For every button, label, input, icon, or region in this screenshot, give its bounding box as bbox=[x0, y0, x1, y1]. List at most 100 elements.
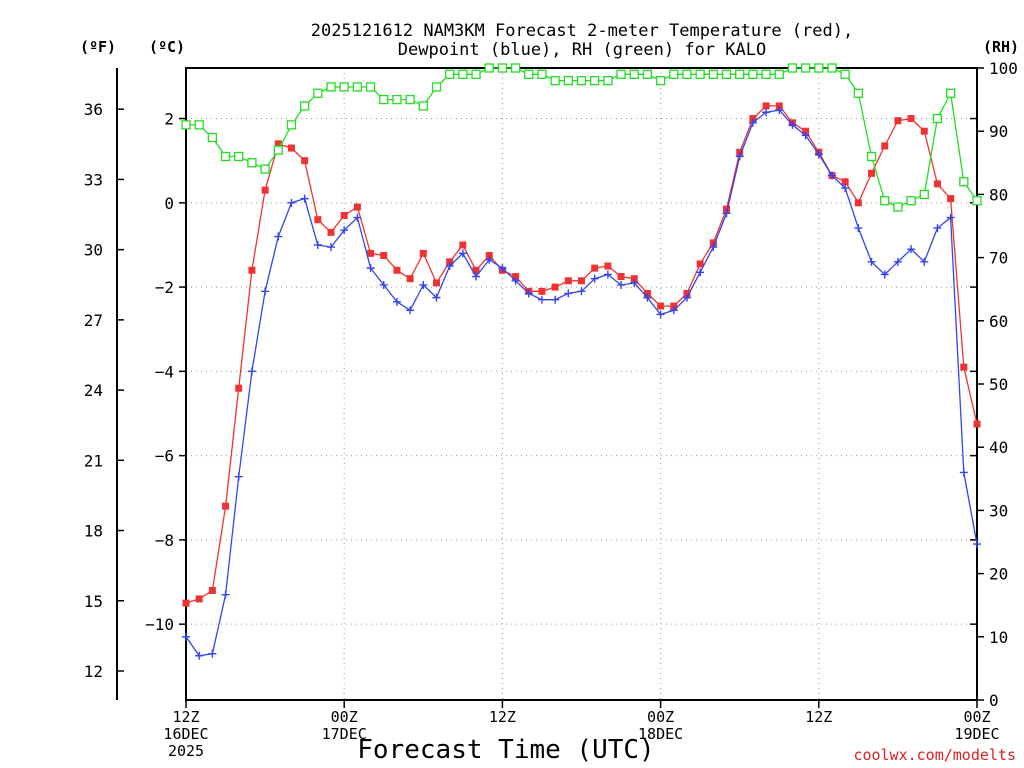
rh-tick-label: 0 bbox=[989, 691, 999, 710]
celsius-tick-label: −6 bbox=[155, 447, 174, 466]
rh-point bbox=[655, 75, 666, 86]
dewpoint-point bbox=[841, 184, 850, 193]
rh-tick-label: 70 bbox=[989, 249, 1008, 268]
axes: 20−2−4−6−8−10363330272421181512100908070… bbox=[84, 59, 1018, 710]
rh-point bbox=[418, 101, 428, 111]
rh-point bbox=[392, 94, 402, 105]
series-rh bbox=[181, 63, 982, 212]
rh-point bbox=[273, 145, 283, 155]
temperature-point bbox=[564, 277, 572, 285]
source-credit: coolwx.com/modelts bbox=[853, 746, 1016, 764]
temperature-point bbox=[432, 279, 440, 287]
dewpoint-point bbox=[458, 249, 467, 258]
dewpoint-point bbox=[814, 150, 823, 159]
dewpoint-point bbox=[445, 262, 454, 271]
temperature-point bbox=[630, 275, 638, 283]
rh-point bbox=[313, 88, 323, 98]
dewpoint-line bbox=[185, 109, 978, 657]
temperature-point bbox=[208, 586, 216, 594]
temperature-point bbox=[287, 144, 295, 152]
rh-point bbox=[695, 69, 705, 79]
temperature-point bbox=[723, 205, 731, 213]
rh-point bbox=[247, 158, 257, 168]
temperature-point bbox=[617, 273, 625, 281]
temperature-point bbox=[947, 195, 955, 203]
x-tick-label: 12Z bbox=[172, 708, 199, 726]
temperature-point bbox=[841, 178, 849, 186]
temperature-point bbox=[340, 211, 348, 219]
dewpoint-point bbox=[300, 194, 309, 203]
temperature-point bbox=[894, 117, 902, 125]
dewpoint-point bbox=[564, 289, 573, 298]
dewpoint-point bbox=[208, 649, 217, 658]
temperature-point bbox=[907, 115, 915, 123]
dewpoint-point bbox=[933, 224, 942, 233]
fahrenheit-tick-label: 21 bbox=[84, 451, 103, 470]
temperature-point bbox=[920, 127, 928, 135]
x-tick-label: 18DEC bbox=[638, 725, 683, 743]
rh-point bbox=[576, 75, 587, 86]
rh-point bbox=[431, 82, 442, 92]
dewpoint-point bbox=[472, 272, 481, 281]
rh-point bbox=[352, 82, 363, 92]
dewpoint-point bbox=[392, 297, 401, 306]
dewpoint-point bbox=[313, 240, 322, 249]
rh-point bbox=[748, 69, 758, 79]
temperature-point bbox=[446, 258, 454, 266]
temperature-point bbox=[881, 142, 889, 150]
x-tick-label: 00Z bbox=[331, 708, 358, 726]
temperature-point bbox=[235, 384, 243, 392]
dewpoint-point bbox=[682, 293, 691, 302]
rh-point bbox=[471, 69, 481, 79]
dewpoint-point bbox=[551, 295, 560, 304]
rh-point bbox=[893, 202, 903, 212]
fahrenheit-tick-label: 24 bbox=[84, 381, 103, 400]
temperature-point bbox=[591, 264, 599, 272]
rh-point bbox=[814, 63, 824, 73]
dewpoint-point bbox=[524, 289, 533, 298]
rh-point bbox=[603, 75, 613, 86]
rh-point bbox=[827, 63, 837, 73]
temperature-point bbox=[670, 302, 678, 310]
chart-title-line-1: 2025121612 NAM3KM Forecast 2-meter Tempe… bbox=[311, 21, 853, 41]
dewpoint-point bbox=[287, 198, 296, 207]
rh-point bbox=[405, 94, 415, 105]
temperature-point bbox=[643, 289, 651, 297]
rh-tick-label: 60 bbox=[989, 312, 1008, 331]
x-axis-label: Forecast Time (UTC) bbox=[357, 735, 654, 765]
temperature-point bbox=[301, 157, 309, 165]
dewpoint-point bbox=[353, 213, 362, 222]
temperature-point bbox=[485, 251, 493, 259]
rh-point bbox=[365, 82, 376, 92]
fahrenheit-tick-label: 12 bbox=[84, 662, 103, 681]
temperature-line bbox=[185, 105, 978, 604]
fahrenheit-axis-label: (ºF) bbox=[80, 38, 116, 56]
rh-point bbox=[972, 196, 982, 206]
temperature-point bbox=[775, 102, 783, 110]
temperature-point bbox=[353, 203, 361, 211]
rh-point bbox=[853, 88, 863, 98]
gridlines bbox=[186, 68, 977, 700]
rh-point bbox=[563, 75, 573, 86]
rh-tick-label: 30 bbox=[989, 501, 1008, 520]
rh-point bbox=[761, 69, 771, 79]
dewpoint-point bbox=[419, 280, 428, 289]
temperature-point bbox=[261, 186, 269, 194]
fahrenheit-tick-label: 18 bbox=[84, 522, 103, 541]
rh-point bbox=[537, 69, 547, 79]
rh-point bbox=[708, 69, 718, 79]
dewpoint-point bbox=[748, 118, 757, 127]
rh-tick-label: 10 bbox=[989, 628, 1008, 647]
temperature-point bbox=[327, 228, 335, 236]
celsius-tick-label: −4 bbox=[155, 362, 174, 381]
rh-point bbox=[735, 69, 745, 79]
rh-point bbox=[945, 88, 956, 98]
fahrenheit-tick-label: 33 bbox=[84, 170, 103, 189]
celsius-tick-label: 0 bbox=[164, 194, 174, 213]
rh-point bbox=[774, 69, 784, 79]
series-temperature bbox=[182, 102, 981, 607]
dewpoint-point bbox=[537, 295, 546, 304]
x-tick-label: 19DEC bbox=[954, 725, 999, 743]
fahrenheit-tick-label: 27 bbox=[84, 311, 103, 330]
